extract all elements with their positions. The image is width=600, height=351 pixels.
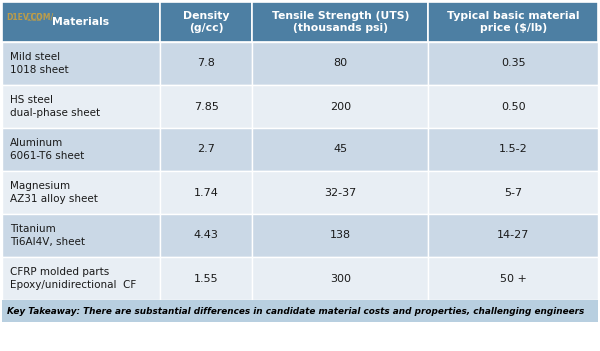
Text: Key Takeaway: There are substantial differences in candidate material costs and : Key Takeaway: There are substantial diff… (7, 306, 584, 316)
Bar (253, 2, 428, 42)
Bar (428, 85, 598, 128)
Text: 0.50: 0.50 (501, 101, 526, 112)
Bar (428, 214, 598, 257)
Text: Aluminum
6061-T6 sheet: Aluminum 6061-T6 sheet (10, 138, 84, 161)
Text: 14-27: 14-27 (497, 231, 529, 240)
Text: Titanium
Ti6Al4V, sheet: Titanium Ti6Al4V, sheet (10, 224, 85, 247)
Text: D1EV.COM/: D1EV.COM/ (6, 13, 53, 22)
Text: 80: 80 (333, 59, 347, 68)
Bar (2, 257, 160, 300)
Text: 7.85: 7.85 (194, 101, 218, 112)
Bar (428, 2, 598, 42)
Text: 1.55: 1.55 (194, 273, 218, 284)
Bar (160, 128, 253, 171)
Text: Magnesium
AZ31 alloy sheet: Magnesium AZ31 alloy sheet (10, 181, 98, 204)
Text: CFRP molded parts
Epoxy/unidirectional  CF: CFRP molded parts Epoxy/unidirectional C… (10, 267, 136, 290)
Text: HS steel
dual-phase sheet: HS steel dual-phase sheet (10, 95, 100, 118)
Bar (253, 128, 428, 171)
Text: Materials: Materials (52, 17, 110, 27)
Bar (160, 42, 253, 85)
Bar (253, 257, 428, 300)
Bar (253, 171, 428, 214)
Bar (428, 128, 598, 171)
Text: 200: 200 (329, 101, 351, 112)
Bar (2, 42, 160, 85)
Bar (2, 128, 160, 171)
Bar (2, 300, 598, 322)
Bar (428, 257, 598, 300)
Text: 中文站: 中文站 (6, 13, 41, 22)
Text: 32-37: 32-37 (324, 187, 356, 198)
Bar (160, 2, 253, 42)
Text: 2.7: 2.7 (197, 145, 215, 154)
Bar (2, 2, 160, 42)
Text: 0.35: 0.35 (501, 59, 526, 68)
Text: 7.8: 7.8 (197, 59, 215, 68)
Text: 45: 45 (333, 145, 347, 154)
Text: Density
(g/cc): Density (g/cc) (183, 11, 229, 33)
Bar (2, 171, 160, 214)
Text: Typical basic material
price ($/lb): Typical basic material price ($/lb) (447, 11, 580, 33)
Bar (160, 85, 253, 128)
Bar (160, 257, 253, 300)
Text: 300: 300 (330, 273, 351, 284)
Bar (428, 42, 598, 85)
Bar (160, 214, 253, 257)
Bar (253, 85, 428, 128)
Text: Mild steel
1018 sheet: Mild steel 1018 sheet (10, 52, 68, 75)
Text: 1.74: 1.74 (194, 187, 218, 198)
Text: 1.5-2: 1.5-2 (499, 145, 527, 154)
Bar (2, 85, 160, 128)
Bar (253, 214, 428, 257)
Bar (253, 42, 428, 85)
Bar (160, 171, 253, 214)
Bar (428, 171, 598, 214)
Text: 138: 138 (329, 231, 351, 240)
Text: Tensile Strength (UTS)
(thousands psi): Tensile Strength (UTS) (thousands psi) (272, 11, 409, 33)
Bar (2, 214, 160, 257)
Text: 4.43: 4.43 (194, 231, 218, 240)
Text: 5-7: 5-7 (504, 187, 522, 198)
Text: 50 +: 50 + (500, 273, 527, 284)
